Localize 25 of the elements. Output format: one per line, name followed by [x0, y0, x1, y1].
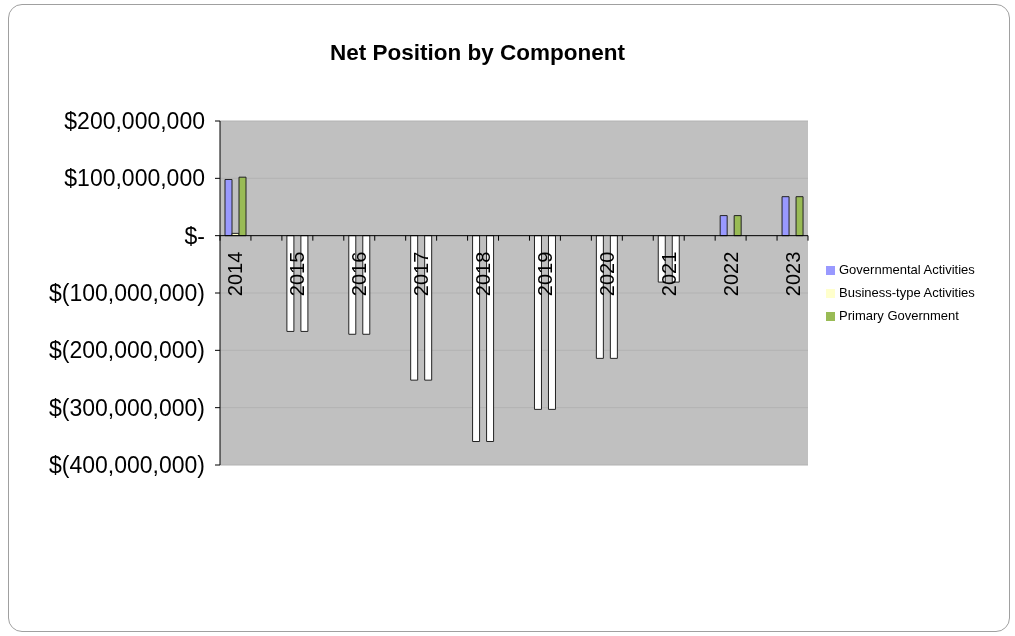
x-tick-label: 2016 — [348, 251, 371, 297]
legend-label: Primary Government — [839, 308, 959, 323]
chart-title: Net Position by Component — [329, 40, 626, 66]
x-tick-label: 2020 — [595, 251, 618, 297]
x-tick-label: 2022 — [719, 251, 742, 297]
y-tick-label: $(200,000,000) — [48, 337, 205, 364]
legend-label: Business-type Activities — [839, 285, 975, 300]
bar — [795, 196, 804, 237]
bar — [733, 215, 742, 237]
x-tick-label: 2019 — [533, 251, 556, 297]
x-tick-label: 2015 — [286, 251, 309, 297]
bar — [781, 196, 790, 237]
x-tick-label: 2023 — [781, 251, 804, 297]
y-tick-label: $- — [184, 222, 205, 249]
y-tick-label: $(300,000,000) — [48, 394, 205, 421]
y-tick-label: $(400,000,000) — [48, 452, 205, 479]
y-tick-label: $(100,000,000) — [48, 280, 205, 307]
x-tick-label: 2018 — [472, 251, 495, 297]
x-tick-label: 2021 — [657, 251, 680, 297]
bar — [719, 215, 728, 237]
y-tick-label: $100,000,000 — [64, 165, 205, 192]
x-tick-label: 2017 — [410, 251, 433, 297]
legend-label: Governmental Activities — [839, 262, 975, 277]
x-tick-label: 2014 — [224, 251, 247, 297]
y-tick-label: $200,000,000 — [64, 108, 205, 135]
